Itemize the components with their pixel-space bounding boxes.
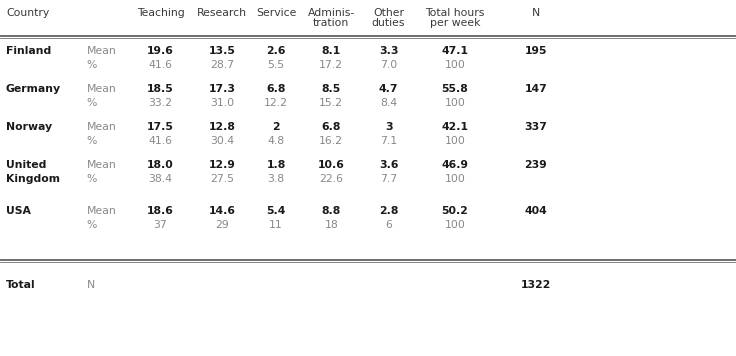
Text: 15.2: 15.2 <box>319 98 343 108</box>
Text: %: % <box>87 220 97 230</box>
Text: 5.5: 5.5 <box>267 60 285 70</box>
Text: %: % <box>87 60 97 70</box>
Text: Norway: Norway <box>6 122 52 132</box>
Text: 31.0: 31.0 <box>210 98 234 108</box>
Text: 12.9: 12.9 <box>209 160 236 170</box>
Text: 28.7: 28.7 <box>210 60 234 70</box>
Text: Adminis-: Adminis- <box>308 8 355 18</box>
Text: 42.1: 42.1 <box>442 122 468 132</box>
Text: 3.6: 3.6 <box>379 160 398 170</box>
Text: 5.4: 5.4 <box>266 206 286 216</box>
Text: 8.8: 8.8 <box>322 206 341 216</box>
Text: 19.6: 19.6 <box>147 46 174 56</box>
Text: Total hours: Total hours <box>425 8 484 18</box>
Text: 6.8: 6.8 <box>322 122 341 132</box>
Text: Mean: Mean <box>87 84 116 94</box>
Text: 37: 37 <box>154 220 167 230</box>
Text: Mean: Mean <box>87 46 116 56</box>
Text: %: % <box>87 98 97 108</box>
Text: 8.1: 8.1 <box>322 46 341 56</box>
Text: 18.0: 18.0 <box>147 160 174 170</box>
Text: Service: Service <box>256 8 296 18</box>
Text: 7.0: 7.0 <box>380 60 397 70</box>
Text: 50.2: 50.2 <box>442 206 468 216</box>
Text: Germany: Germany <box>6 84 61 94</box>
Text: 2.6: 2.6 <box>266 46 286 56</box>
Text: United: United <box>6 160 46 170</box>
Text: 41.6: 41.6 <box>149 136 172 146</box>
Text: 100: 100 <box>445 136 465 146</box>
Text: USA: USA <box>6 206 31 216</box>
Text: 1.8: 1.8 <box>266 160 286 170</box>
Text: 7.1: 7.1 <box>380 136 397 146</box>
Text: 22.6: 22.6 <box>319 174 343 184</box>
Text: 2.8: 2.8 <box>379 206 398 216</box>
Text: 404: 404 <box>525 206 547 216</box>
Text: 8.5: 8.5 <box>322 84 341 94</box>
Text: Mean: Mean <box>87 160 116 170</box>
Text: 3.8: 3.8 <box>267 174 285 184</box>
Text: Finland: Finland <box>6 46 51 56</box>
Text: 29: 29 <box>216 220 229 230</box>
Text: N: N <box>531 8 540 18</box>
Text: 2: 2 <box>272 122 280 132</box>
Text: 100: 100 <box>445 220 465 230</box>
Text: 38.4: 38.4 <box>149 174 172 184</box>
Text: Research: Research <box>197 8 247 18</box>
Text: Kingdom: Kingdom <box>6 174 60 184</box>
Text: duties: duties <box>372 18 406 28</box>
Text: 17.3: 17.3 <box>209 84 236 94</box>
Text: 239: 239 <box>525 160 547 170</box>
Text: 12.8: 12.8 <box>209 122 236 132</box>
Text: 100: 100 <box>445 174 465 184</box>
Text: 100: 100 <box>445 60 465 70</box>
Text: %: % <box>87 136 97 146</box>
Text: 17.5: 17.5 <box>147 122 174 132</box>
Text: Total: Total <box>6 280 35 290</box>
Text: Country: Country <box>6 8 49 18</box>
Text: 3: 3 <box>385 122 392 132</box>
Text: 337: 337 <box>524 122 548 132</box>
Text: 100: 100 <box>445 98 465 108</box>
Text: Mean: Mean <box>87 206 116 216</box>
Text: %: % <box>87 174 97 184</box>
Text: per week: per week <box>430 18 480 28</box>
Text: 18.6: 18.6 <box>147 206 174 216</box>
Text: 27.5: 27.5 <box>210 174 234 184</box>
Text: 18: 18 <box>325 220 338 230</box>
Text: 17.2: 17.2 <box>319 60 343 70</box>
Text: 16.2: 16.2 <box>319 136 343 146</box>
Text: N: N <box>87 280 95 290</box>
Text: 12.2: 12.2 <box>264 98 288 108</box>
Text: 6: 6 <box>385 220 392 230</box>
Text: 10.6: 10.6 <box>318 160 344 170</box>
Text: 46.9: 46.9 <box>442 160 468 170</box>
Text: tration: tration <box>313 18 350 28</box>
Text: 13.5: 13.5 <box>209 46 236 56</box>
Text: 1322: 1322 <box>520 280 551 290</box>
Text: 6.8: 6.8 <box>266 84 286 94</box>
Text: 47.1: 47.1 <box>442 46 468 56</box>
Text: 18.5: 18.5 <box>147 84 174 94</box>
Text: Mean: Mean <box>87 122 116 132</box>
Text: 11: 11 <box>269 220 283 230</box>
Text: Other: Other <box>373 8 404 18</box>
Text: 7.7: 7.7 <box>380 174 397 184</box>
Text: Teaching: Teaching <box>137 8 184 18</box>
Text: 4.7: 4.7 <box>379 84 398 94</box>
Text: 14.6: 14.6 <box>209 206 236 216</box>
Text: 30.4: 30.4 <box>210 136 234 146</box>
Text: 4.8: 4.8 <box>267 136 285 146</box>
Text: 33.2: 33.2 <box>149 98 172 108</box>
Text: 195: 195 <box>525 46 547 56</box>
Text: 41.6: 41.6 <box>149 60 172 70</box>
Text: 3.3: 3.3 <box>379 46 398 56</box>
Text: 147: 147 <box>525 84 547 94</box>
Text: 55.8: 55.8 <box>442 84 468 94</box>
Text: 8.4: 8.4 <box>380 98 397 108</box>
